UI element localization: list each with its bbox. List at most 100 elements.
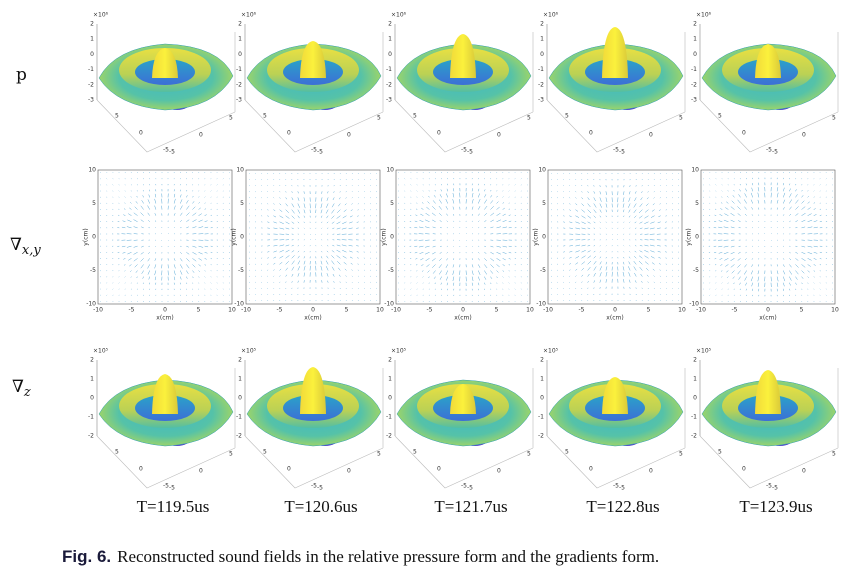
x-tick-label: -5 bbox=[732, 307, 738, 314]
plot-box bbox=[700, 169, 836, 305]
x-tick-label: 0 bbox=[802, 468, 806, 475]
z-tick-label: -2 bbox=[236, 81, 242, 88]
z-tick-label: -3 bbox=[386, 97, 392, 104]
y-tick-label: 5 bbox=[565, 449, 569, 456]
x-tick-label: 0 bbox=[766, 307, 770, 314]
y-tick-label: -5 bbox=[693, 267, 699, 274]
x-tick-label: 0 bbox=[311, 307, 315, 314]
y-tick-label: -5 bbox=[613, 483, 619, 490]
y-tick-label: -5 bbox=[163, 483, 169, 490]
subscript: z bbox=[23, 385, 31, 400]
exponent: ×10⁶ bbox=[93, 12, 109, 19]
y-tick-label: -5 bbox=[461, 147, 467, 154]
z-tick-label: -1 bbox=[538, 66, 544, 73]
time-label: T=120.6us bbox=[284, 497, 357, 516]
plot-box bbox=[97, 169, 233, 305]
surface-plot: ×10⁵ 2 1 0 -1 -2 5 0 -5 -5 0 5 bbox=[88, 348, 236, 492]
surface-plot: ×10⁵ 2 1 0 -1 -2 5 0 -5 -5 0 5 bbox=[538, 348, 686, 492]
z-tick-label: -1 bbox=[88, 414, 94, 421]
y-tick-label: 5 bbox=[718, 113, 722, 120]
y-tick-label: -5 bbox=[766, 483, 772, 490]
z-tick-label: 1 bbox=[693, 36, 697, 43]
y-tick-label: 5 bbox=[390, 200, 394, 207]
y-tick-label: 0 bbox=[437, 130, 441, 137]
z-tick-label: 2 bbox=[238, 21, 242, 28]
y-tick-label: 0 bbox=[287, 130, 291, 137]
y-tick-label: -10 bbox=[86, 301, 96, 308]
x-tick-label: 5 bbox=[679, 115, 683, 122]
caption-text: Reconstructed sound fields in the relati… bbox=[117, 547, 659, 566]
surface-plot: ×10⁵ 2 1 0 -1 -2 5 0 -5 -5 0 5 bbox=[691, 348, 839, 492]
y-tick-label: 10 bbox=[88, 167, 96, 174]
y-tick-label: 0 bbox=[390, 234, 394, 241]
z-tick-label: -2 bbox=[386, 81, 392, 88]
y-tick-label: 10 bbox=[538, 167, 546, 174]
z-tick-label: 1 bbox=[90, 36, 94, 43]
y-tick-label: -5 bbox=[238, 267, 244, 274]
z-tick-label: 0 bbox=[90, 395, 94, 402]
x-tick-label: 0 bbox=[163, 307, 167, 314]
y-tick-label: 10 bbox=[691, 167, 699, 174]
arrows bbox=[248, 172, 378, 302]
z-tick-label: 0 bbox=[693, 51, 697, 58]
time-label: T=123.9us bbox=[739, 497, 812, 516]
surface-peak bbox=[152, 374, 178, 414]
quiver-plot: -10 -5 0 5 10 10 5 0 -5 -10 x(cm) y(cm) bbox=[231, 167, 384, 322]
y-tick-label: 5 bbox=[92, 200, 96, 207]
surface-plot: ×10⁶ 2 1 0 -1 -2 -3 5 0 -5 -5 0 5 bbox=[691, 12, 839, 156]
z-tick-label: -2 bbox=[88, 433, 94, 440]
y-tick-label: 5 bbox=[263, 113, 267, 120]
y-tick-label: 0 bbox=[92, 234, 96, 241]
x-tick-label: -5 bbox=[317, 149, 323, 156]
x-tick-label: 5 bbox=[229, 451, 233, 458]
x-tick-label: 0 bbox=[649, 468, 653, 475]
x-tick-label: -10 bbox=[391, 307, 401, 314]
caption: Fig. 6. Reconstructed sound fields in the… bbox=[62, 547, 659, 566]
y-tick-label: -5 bbox=[311, 147, 317, 154]
arrows bbox=[550, 172, 680, 302]
arrows bbox=[398, 172, 528, 302]
x-tick-label: 5 bbox=[527, 115, 531, 122]
surface-peak bbox=[300, 367, 326, 414]
x-tick-label: -5 bbox=[772, 485, 778, 492]
y-tick-label: -5 bbox=[90, 267, 96, 274]
y-tick-label: -5 bbox=[311, 483, 317, 490]
x-tick-label: -5 bbox=[619, 149, 625, 156]
box-edge bbox=[96, 32, 236, 153]
y-tick-label: -10 bbox=[384, 301, 394, 308]
plot-box bbox=[395, 169, 531, 305]
z-tick-label: 2 bbox=[90, 357, 94, 364]
z-tick-label: -2 bbox=[691, 433, 697, 440]
z-tick-label: 2 bbox=[388, 357, 392, 364]
z-tick-label: -2 bbox=[691, 81, 697, 88]
quiver-plot: -10 -5 0 5 10 10 5 0 -5 -10 x(cm) y(cm) bbox=[686, 167, 839, 322]
quiver-plot: -10 -5 0 5 10 10 5 0 -5 -10 x(cm) y(cm) bbox=[533, 167, 686, 322]
x-tick-label: -5 bbox=[772, 149, 778, 156]
caption-label: Fig. 6. bbox=[62, 547, 111, 566]
x-axis-label: x(cm) bbox=[304, 315, 321, 322]
y-axis-label: y(cm) bbox=[83, 228, 90, 245]
y-tick-label: 0 bbox=[139, 130, 143, 137]
x-tick-label: 0 bbox=[347, 132, 351, 139]
quiver-plot: -10 -5 0 5 10 10 5 0 -5 -10 x(cm) y(cm) bbox=[83, 167, 236, 322]
z-tick-label: 1 bbox=[693, 376, 697, 383]
exponent: ×10⁶ bbox=[241, 12, 257, 19]
y-tick-label: 0 bbox=[589, 466, 593, 473]
y-tick-label: 0 bbox=[437, 466, 441, 473]
z-tick-label: 0 bbox=[90, 51, 94, 58]
x-tick-label: 5 bbox=[527, 451, 531, 458]
z-tick-label: -1 bbox=[691, 66, 697, 73]
x-tick-label: 5 bbox=[800, 307, 804, 314]
y-tick-label: 5 bbox=[115, 449, 119, 456]
exponent: ×10⁵ bbox=[696, 348, 712, 355]
y-tick-label: 5 bbox=[240, 200, 244, 207]
z-tick-label: -2 bbox=[88, 81, 94, 88]
z-tick-label: 1 bbox=[388, 36, 392, 43]
surface-plot: ×10⁶ 2 1 0 -1 -2 -3 5 0 -5 -5 0 5 bbox=[386, 12, 534, 156]
z-tick-label: 0 bbox=[693, 395, 697, 402]
x-tick-label: 5 bbox=[377, 451, 381, 458]
symbol: ∇ bbox=[10, 235, 22, 255]
time-label: T=122.8us bbox=[586, 497, 659, 516]
surface-plot: ×10⁵ 2 1 0 -1 -2 5 0 -5 -5 0 5 bbox=[236, 348, 384, 492]
